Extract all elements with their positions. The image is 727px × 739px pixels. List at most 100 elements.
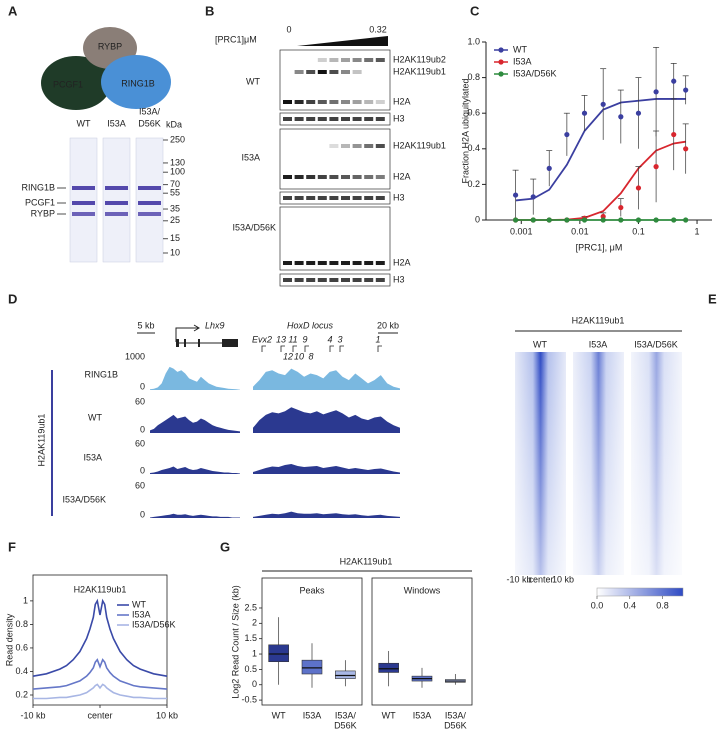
hox-gene-label: 10 bbox=[294, 351, 304, 361]
data-point bbox=[618, 217, 624, 223]
exon bbox=[222, 339, 238, 347]
blot-band bbox=[317, 278, 327, 282]
data-point bbox=[512, 192, 519, 198]
marker-label: 100 bbox=[170, 167, 185, 177]
data-point bbox=[600, 213, 606, 220]
panel-label: C bbox=[470, 3, 480, 18]
track-name: I53A/D56K bbox=[62, 494, 106, 504]
blot-frame bbox=[279, 128, 391, 190]
blot-band bbox=[294, 261, 304, 265]
blot-band bbox=[352, 196, 362, 200]
hox-gene bbox=[377, 345, 382, 352]
profile-line bbox=[32, 598, 168, 677]
subunit-label: RYBP bbox=[98, 41, 122, 51]
gel-band bbox=[138, 201, 161, 205]
profile-line bbox=[33, 683, 167, 700]
hox-gene bbox=[329, 345, 334, 352]
band-label: PCGF1 bbox=[25, 197, 55, 207]
gel-lane bbox=[102, 137, 131, 263]
blot-band bbox=[352, 278, 362, 282]
column-label: I53A/D56K bbox=[634, 339, 678, 349]
data-point bbox=[683, 87, 689, 93]
x-tick-label: I53A bbox=[413, 710, 432, 720]
blot-band bbox=[329, 175, 339, 179]
data-point bbox=[683, 217, 689, 223]
blot-band bbox=[317, 70, 327, 74]
y-tick-label: 0.2 bbox=[15, 689, 28, 699]
marker-label: 15 bbox=[170, 233, 180, 243]
gel-band bbox=[105, 201, 128, 205]
blot-band bbox=[364, 261, 374, 265]
blot-band bbox=[294, 278, 304, 282]
band-label: H2AK119ub2 bbox=[393, 54, 446, 64]
hox-gene-label: 13 bbox=[276, 334, 286, 344]
data-point bbox=[683, 146, 689, 152]
chart-title: H2AK119ub1 bbox=[340, 556, 393, 566]
scale-label: 20 kb bbox=[377, 320, 399, 330]
subunit-label: PCGF1 bbox=[53, 79, 83, 89]
data-point bbox=[546, 217, 552, 223]
blot-band bbox=[341, 144, 350, 148]
blot-band bbox=[329, 196, 339, 200]
data-point bbox=[653, 217, 659, 223]
data-point bbox=[530, 217, 536, 223]
blot-band bbox=[341, 278, 350, 282]
panel-label: D bbox=[8, 291, 17, 306]
data-point bbox=[653, 89, 659, 95]
blot-frame bbox=[279, 206, 391, 271]
blot-band bbox=[306, 175, 316, 179]
blot-band bbox=[352, 175, 362, 179]
blot-band bbox=[341, 175, 350, 179]
blot-band bbox=[283, 278, 292, 282]
exon bbox=[184, 339, 186, 347]
profile-line bbox=[32, 658, 168, 690]
legend-label: I53A/D56K bbox=[132, 619, 176, 629]
panel-label: A bbox=[8, 3, 18, 18]
exon bbox=[198, 339, 200, 347]
x-tick-label: 10 kb bbox=[156, 710, 178, 720]
blot-band bbox=[352, 70, 362, 74]
marker-label: 10 bbox=[170, 247, 180, 257]
track-name: I53A bbox=[83, 452, 102, 462]
hox-gene bbox=[261, 345, 266, 352]
blot-band bbox=[283, 261, 292, 265]
concentration-label: [PRC1]μM bbox=[215, 34, 257, 44]
data-point bbox=[546, 165, 552, 171]
blot-band bbox=[341, 196, 350, 200]
locus-label: HoxD locus bbox=[287, 320, 334, 330]
blot-band bbox=[317, 100, 327, 104]
complex-subunit bbox=[41, 56, 111, 110]
blot-band bbox=[375, 278, 385, 282]
data-point bbox=[671, 217, 677, 223]
band-label: H3 bbox=[393, 113, 405, 123]
blot-band bbox=[317, 196, 327, 200]
colorbar-label: 0.0 bbox=[591, 600, 604, 610]
track-scale-max: 60 bbox=[135, 396, 145, 406]
data-point bbox=[530, 194, 536, 200]
blot-band bbox=[317, 175, 327, 179]
band-label: H2A bbox=[393, 96, 411, 106]
y-tick-label: 1 bbox=[23, 595, 28, 605]
data-point bbox=[600, 217, 606, 223]
blot-band bbox=[329, 58, 339, 62]
track-scale-min: 0 bbox=[140, 424, 145, 434]
lane-label: D56K bbox=[138, 118, 161, 128]
y-tick-label: 1.5 bbox=[244, 633, 257, 643]
marker-unit: kDa bbox=[166, 119, 182, 129]
y-tick-label: 0.4 bbox=[467, 143, 480, 153]
track-scale-min: 0 bbox=[140, 381, 145, 391]
heatmap-axis-label: 10 kb bbox=[552, 574, 574, 584]
blot-band bbox=[294, 117, 304, 121]
y-tick-label: 0.6 bbox=[15, 642, 28, 652]
gel-band bbox=[138, 212, 161, 216]
marker-label: 130 bbox=[170, 157, 185, 167]
blot-band bbox=[294, 196, 304, 200]
hox-gene-label: 12 bbox=[283, 351, 293, 361]
coverage-track bbox=[150, 366, 240, 390]
x-tick-label: -10 kb bbox=[20, 710, 45, 720]
blot-band bbox=[306, 100, 316, 104]
data-point bbox=[635, 185, 642, 191]
fit-curve bbox=[515, 140, 686, 221]
gel-band bbox=[72, 201, 95, 205]
heatmap-title: H2AK119ub1 bbox=[572, 315, 625, 325]
